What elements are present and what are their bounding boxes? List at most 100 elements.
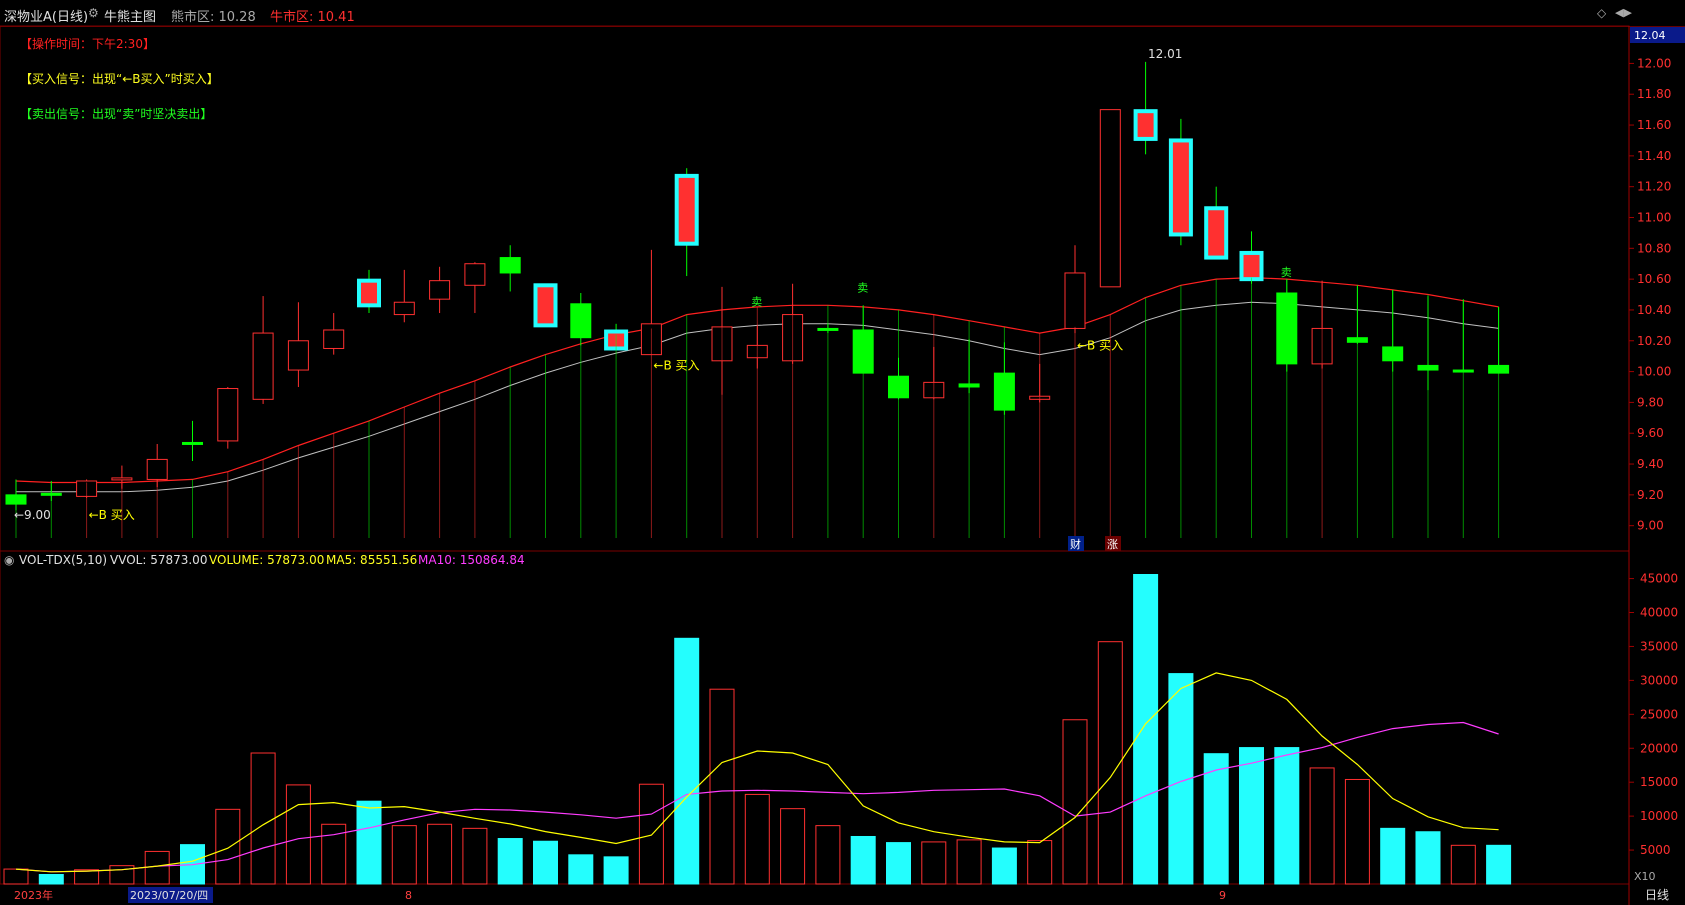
candle-body <box>252 332 274 400</box>
price-tick-label: 10.40 <box>1637 303 1671 317</box>
indicator-title[interactable]: 牛熊主图 <box>104 10 157 25</box>
price-tick-label: 9.60 <box>1637 426 1664 440</box>
sell-signal-label: 卖 <box>751 295 762 308</box>
candle-body <box>1099 109 1121 288</box>
fin-badge-label: 财 <box>1070 537 1081 551</box>
expand-icon[interactable]: ◀▶ <box>1615 6 1632 19</box>
volume-bar <box>462 827 488 885</box>
volume-bar <box>1309 767 1335 885</box>
vvol-value: VVOL: 57873.00 <box>110 553 207 567</box>
volume-bar <box>144 850 170 885</box>
volume-bar <box>1344 778 1370 885</box>
period-label[interactable]: 日线 <box>1645 888 1669 902</box>
volume-bar <box>1027 840 1053 885</box>
volume-tick-label: 25000 <box>1640 707 1678 721</box>
candle-body <box>1204 206 1229 260</box>
volume-bar <box>3 868 29 885</box>
volume-bar <box>1486 844 1512 885</box>
price-tick-label: 11.40 <box>1637 149 1671 163</box>
stock-title[interactable]: 深物业A(日线) <box>4 10 89 25</box>
volume-bar <box>886 842 911 885</box>
volume-bar <box>956 839 982 885</box>
candle-body <box>357 278 381 308</box>
fin-badge[interactable] <box>1068 536 1084 551</box>
volume-ma10-line <box>15 721 1499 873</box>
volume-toggle-icon[interactable]: ◉ <box>4 553 14 567</box>
volume-bar <box>74 869 100 885</box>
volume-bar <box>780 808 806 885</box>
up-badge-label: 涨 <box>1107 538 1118 551</box>
volume-bar <box>638 783 664 885</box>
volume-bar <box>180 844 205 885</box>
volume-tick-label: 45000 <box>1640 572 1678 586</box>
volume-bar <box>215 808 241 885</box>
volume-bar <box>674 637 700 885</box>
candle-body <box>393 301 415 316</box>
candle-body <box>1064 272 1086 329</box>
volume-bar <box>1380 827 1406 885</box>
bear-zone-label: 熊市区: 10.28 <box>171 10 256 25</box>
price-tick-label: 9.80 <box>1637 395 1664 409</box>
volume-bar <box>1133 574 1159 885</box>
volume-bar <box>568 854 594 885</box>
candle-body <box>111 477 133 481</box>
candle-body <box>429 280 451 300</box>
buy-signal-label: ←B 买入 <box>653 358 699 372</box>
price-tick-label: 12.00 <box>1637 56 1671 70</box>
volume-bar <box>285 784 311 885</box>
volume-tick-label: 10000 <box>1640 809 1678 823</box>
volume-bar <box>815 825 841 885</box>
gear-icon[interactable]: ⚙ <box>88 6 99 20</box>
candle-body <box>182 441 203 445</box>
candle-body <box>217 388 239 442</box>
price-tick-label: 10.80 <box>1637 241 1671 255</box>
volume-bar <box>991 847 1017 885</box>
current-price: 12.04 <box>1634 29 1666 42</box>
candle-body <box>1168 138 1193 237</box>
sell-signal-label: 卖 <box>857 281 868 294</box>
buy-signal-note: 【买入信号：出现“←B买入”时买入】 <box>20 72 219 86</box>
candle-body <box>323 329 345 349</box>
volume-tick-label: 5000 <box>1640 843 1671 857</box>
price-tick-label: 11.80 <box>1637 87 1671 101</box>
bull-zone-label: 牛市区: 10.41 <box>270 10 355 25</box>
volume-bar <box>1239 747 1264 885</box>
volume-indicator-name[interactable]: VOL-TDX(5,10) <box>19 553 107 567</box>
volume-tick-label: 30000 <box>1640 673 1678 687</box>
volume-tick-label: 15000 <box>1640 775 1678 789</box>
price-tick-label: 10.60 <box>1637 272 1671 286</box>
price-tick-label: 11.60 <box>1637 118 1671 132</box>
month-sep-label: 9 <box>1219 889 1226 902</box>
price-tick-label: 11.00 <box>1637 210 1671 224</box>
price-tick-label: 9.20 <box>1637 488 1664 502</box>
low-price-label: ←9.00 <box>14 508 51 522</box>
price-tick-label: 10.00 <box>1637 365 1671 379</box>
diamond-icon[interactable]: ◇ <box>1597 6 1607 20</box>
volume-bar <box>533 840 558 885</box>
volume-bar <box>1062 719 1088 885</box>
current-price-box <box>1630 27 1685 43</box>
volume-bar <box>1450 844 1476 885</box>
candle-body <box>1133 109 1158 141</box>
candle-body <box>674 173 699 246</box>
operation-time-note: 【操作时间：下午2:30】 <box>20 37 155 51</box>
candle-body <box>499 257 521 274</box>
volume-bar <box>1097 641 1123 885</box>
price-tick-label: 11.20 <box>1637 180 1671 194</box>
buy-signal-label: ←B 买入 <box>89 508 135 522</box>
high-price-label: 12.01 <box>1148 47 1182 61</box>
price-tick-label: 9.40 <box>1637 457 1664 471</box>
volume-bar <box>250 752 276 885</box>
date-cursor-box <box>128 887 213 903</box>
volume-unit: X10 <box>1634 870 1656 883</box>
volume-bar <box>709 688 735 885</box>
ma10-value: MA10: 150864.84 <box>418 553 525 567</box>
volume-bar <box>1415 831 1441 885</box>
buy-signal-label: ←B 买入 <box>1077 338 1123 352</box>
candle-body <box>533 283 558 328</box>
volume-bar <box>603 856 629 885</box>
volume-bar <box>427 823 453 885</box>
up-badge[interactable] <box>1105 536 1121 551</box>
sell-signal-label: 卖 <box>1281 266 1292 279</box>
